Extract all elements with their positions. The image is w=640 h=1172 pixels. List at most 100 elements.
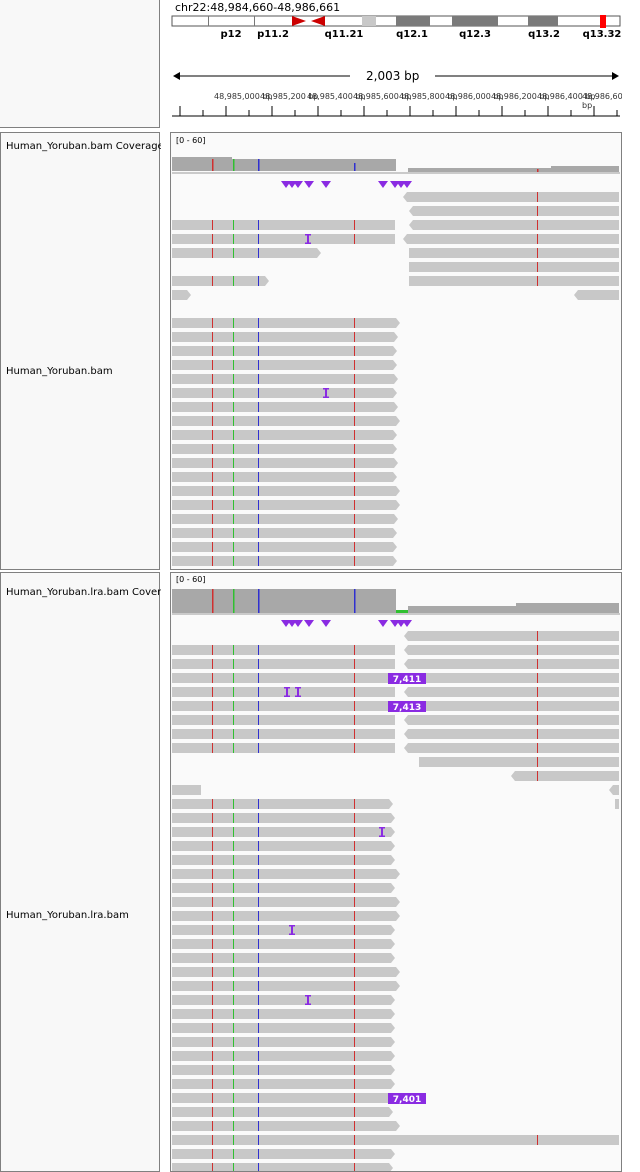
read[interactable] [172,458,398,468]
ruler[interactable]: 48,985,000 bp 48,985,200 bp 48,985,400 b… [170,90,622,128]
read[interactable] [172,939,395,949]
read[interactable] [172,402,398,412]
read[interactable] [172,659,395,669]
mismatch-mark [354,430,355,440]
chromosome-ideogram[interactable]: p12 p11.2 q11.21 q12.1 q12.3 q13.2 q13.3… [170,14,622,54]
read[interactable] [403,234,619,244]
read[interactable] [609,785,619,795]
ruler-tick-label: 48,986,600 bp [582,92,622,110]
track-name-bam-coverage[interactable]: Human_Yoruban.bam Coverage [6,141,161,152]
read[interactable] [574,290,619,300]
read[interactable] [404,715,619,725]
read[interactable] [172,1037,395,1047]
read[interactable] [172,1023,395,1033]
read[interactable] [172,911,400,921]
read[interactable] [172,360,397,370]
read[interactable] [172,855,395,865]
data-panel-2[interactable]: [0 - 60] 7,411 7,413 7,401 [170,572,622,1172]
read[interactable] [172,869,400,879]
read[interactable] [172,981,400,991]
read[interactable] [172,1009,395,1019]
read[interactable] [172,827,395,837]
read[interactable] [172,729,395,739]
read[interactable] [172,430,397,440]
read[interactable] [172,500,400,510]
read[interactable] [172,673,395,683]
read[interactable] [404,701,619,711]
read[interactable] [172,715,395,725]
read[interactable] [419,757,619,767]
read[interactable] [172,388,397,398]
locus-text[interactable]: chr22:48,984,660-48,986,661 [175,1,341,14]
read[interactable] [172,318,400,328]
read[interactable] [172,743,395,753]
read[interactable] [172,1107,393,1117]
read[interactable] [404,673,619,683]
read[interactable] [404,729,619,739]
read[interactable] [172,1065,395,1075]
read[interactable] [409,220,619,230]
read[interactable] [409,206,619,216]
mismatch-mark [212,318,213,328]
read[interactable] [172,276,269,286]
read[interactable] [511,771,619,781]
read[interactable] [172,514,398,524]
read[interactable] [615,799,619,809]
read[interactable] [172,472,397,482]
read[interactable] [172,687,395,697]
track-name-lra-coverage[interactable]: Human_Yoruban.lra.bam Coverage [6,587,161,598]
read[interactable] [404,743,619,753]
read[interactable] [172,290,191,300]
data-panel-1[interactable]: [0 - 60] [170,132,622,570]
mismatch-mark [233,416,234,426]
track-name-lra[interactable]: Human_Yoruban.lra.bam [6,910,129,921]
read[interactable] [172,248,321,258]
read[interactable] [409,248,619,258]
read[interactable] [172,1163,393,1171]
mismatch-mark [212,799,213,809]
read[interactable] [172,995,395,1005]
ruler-tick-label: 48,986,200 bp [491,92,550,101]
read[interactable] [172,486,400,496]
read[interactable] [404,659,619,669]
read[interactable] [172,813,395,823]
read[interactable] [172,528,397,538]
read[interactable] [172,701,395,711]
read[interactable] [172,925,395,935]
read[interactable] [172,220,395,230]
read[interactable] [172,953,395,963]
read[interactable] [409,276,619,286]
read[interactable] [404,645,619,655]
read[interactable] [172,1093,400,1103]
read[interactable] [172,542,397,552]
read[interactable] [172,1135,619,1145]
read[interactable] [172,645,395,655]
mismatch-mark [258,458,259,468]
read[interactable] [172,1149,395,1159]
read[interactable] [172,841,395,851]
read[interactable] [172,444,397,454]
read[interactable] [172,416,400,426]
read[interactable] [172,883,395,893]
read[interactable] [172,374,398,384]
read[interactable] [172,785,201,795]
insertion-marker [379,835,385,837]
read[interactable] [403,192,619,202]
read[interactable] [172,556,397,566]
read[interactable] [404,687,619,697]
read[interactable] [172,897,400,907]
read[interactable] [172,1051,395,1061]
track-name-bam[interactable]: Human_Yoruban.bam [6,366,113,377]
read[interactable] [409,262,619,272]
mismatch-mark [233,799,234,809]
read[interactable] [172,332,398,342]
read[interactable] [172,1121,400,1131]
read[interactable] [172,799,393,809]
read[interactable] [172,234,395,244]
read[interactable] [172,346,397,356]
mismatch-mark [258,1149,259,1159]
read[interactable] [404,631,619,641]
read[interactable] [172,967,400,977]
read[interactable] [172,1079,395,1089]
mismatch-mark [233,645,234,655]
